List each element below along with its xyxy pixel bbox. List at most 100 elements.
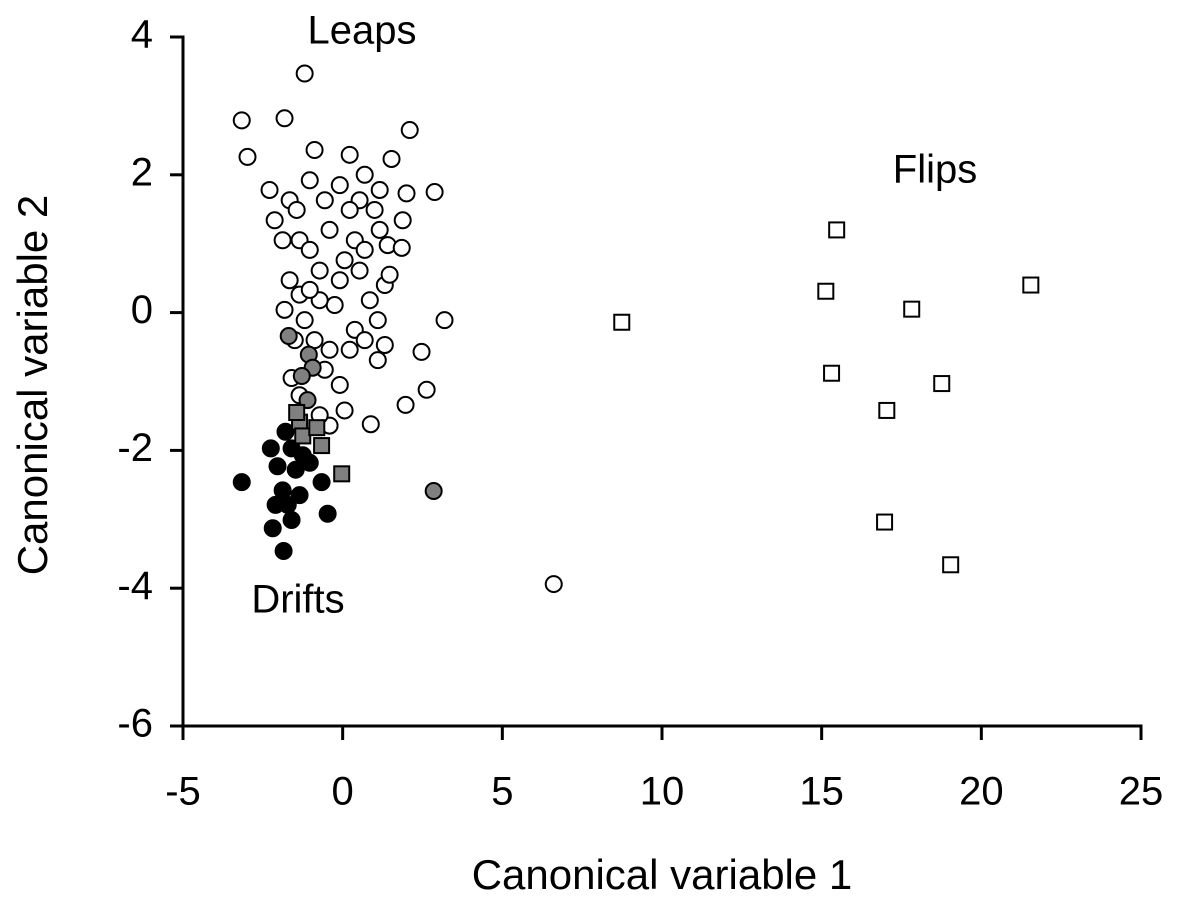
point bbox=[340, 200, 359, 219]
point bbox=[340, 145, 359, 164]
point bbox=[261, 439, 280, 458]
point bbox=[232, 473, 251, 492]
annotation: Leaps bbox=[308, 9, 417, 53]
x-tick-label: 25 bbox=[1119, 770, 1164, 814]
point bbox=[293, 446, 312, 465]
point bbox=[295, 64, 314, 83]
point bbox=[370, 220, 389, 239]
point bbox=[232, 111, 251, 130]
x-tick-label: 0 bbox=[332, 770, 354, 814]
point bbox=[375, 335, 394, 354]
point bbox=[330, 176, 349, 195]
point bbox=[330, 271, 349, 290]
point bbox=[417, 380, 436, 399]
point bbox=[878, 401, 896, 419]
point bbox=[365, 200, 384, 219]
point bbox=[393, 211, 412, 230]
y-tick-label: -6 bbox=[117, 702, 153, 746]
point bbox=[368, 351, 387, 370]
x-axis-title: Canonical variable 1 bbox=[472, 851, 853, 898]
point bbox=[300, 171, 319, 190]
y-tick-label: -4 bbox=[117, 564, 153, 608]
x-tick-label: 10 bbox=[640, 770, 685, 814]
x-tick-label: 20 bbox=[959, 770, 1004, 814]
point bbox=[280, 271, 299, 290]
point bbox=[828, 221, 846, 239]
point bbox=[310, 261, 329, 280]
point bbox=[286, 460, 305, 479]
point bbox=[333, 465, 351, 483]
point bbox=[350, 261, 369, 280]
point bbox=[278, 495, 297, 514]
point bbox=[290, 486, 309, 505]
point bbox=[263, 519, 282, 538]
point bbox=[275, 300, 294, 319]
point bbox=[312, 473, 331, 492]
y-axis-title: Canonical variable 2 bbox=[9, 195, 56, 576]
point bbox=[295, 311, 314, 330]
point bbox=[260, 180, 279, 199]
point bbox=[942, 556, 960, 574]
point bbox=[817, 282, 835, 300]
point bbox=[355, 165, 374, 184]
point bbox=[355, 240, 374, 259]
point bbox=[320, 220, 339, 239]
point bbox=[370, 180, 389, 199]
point bbox=[400, 121, 419, 140]
point bbox=[355, 331, 374, 350]
point bbox=[424, 482, 443, 501]
point bbox=[318, 504, 337, 523]
point bbox=[282, 510, 301, 529]
point bbox=[274, 541, 293, 560]
x-tick-label: -5 bbox=[165, 770, 201, 814]
y-tick-label: 2 bbox=[131, 150, 153, 194]
x-tick-label: 15 bbox=[799, 770, 844, 814]
annotation: Drifts bbox=[251, 578, 344, 622]
point bbox=[308, 419, 326, 437]
point bbox=[361, 415, 380, 434]
point bbox=[300, 240, 319, 259]
point bbox=[325, 296, 344, 315]
point bbox=[287, 200, 306, 219]
point bbox=[292, 366, 311, 385]
point bbox=[340, 340, 359, 359]
point bbox=[425, 183, 444, 202]
point bbox=[330, 375, 349, 394]
point bbox=[823, 364, 841, 382]
point bbox=[288, 404, 306, 422]
point bbox=[1022, 276, 1040, 294]
point bbox=[613, 313, 631, 331]
point bbox=[335, 251, 354, 270]
point bbox=[368, 311, 387, 330]
point bbox=[276, 422, 295, 441]
point bbox=[392, 238, 411, 257]
point bbox=[412, 342, 431, 361]
point bbox=[300, 280, 319, 299]
point bbox=[268, 457, 287, 476]
point bbox=[305, 140, 324, 159]
point bbox=[876, 513, 894, 531]
y-tick-label: -2 bbox=[117, 426, 153, 470]
point bbox=[279, 327, 298, 346]
point bbox=[933, 375, 951, 393]
point bbox=[238, 147, 257, 166]
point bbox=[313, 437, 331, 455]
point bbox=[397, 184, 416, 203]
point bbox=[360, 291, 379, 310]
point bbox=[315, 191, 334, 210]
point bbox=[275, 109, 294, 128]
annotation: Flips bbox=[893, 148, 977, 192]
point bbox=[396, 395, 415, 414]
point bbox=[294, 427, 312, 445]
x-tick-label: 5 bbox=[491, 770, 513, 814]
point bbox=[382, 149, 401, 168]
point bbox=[265, 211, 284, 230]
point bbox=[335, 401, 354, 420]
point bbox=[544, 575, 563, 594]
point bbox=[435, 311, 454, 330]
y-tick-label: 4 bbox=[131, 13, 153, 57]
point bbox=[903, 300, 921, 318]
point bbox=[320, 340, 339, 359]
point bbox=[273, 231, 292, 250]
